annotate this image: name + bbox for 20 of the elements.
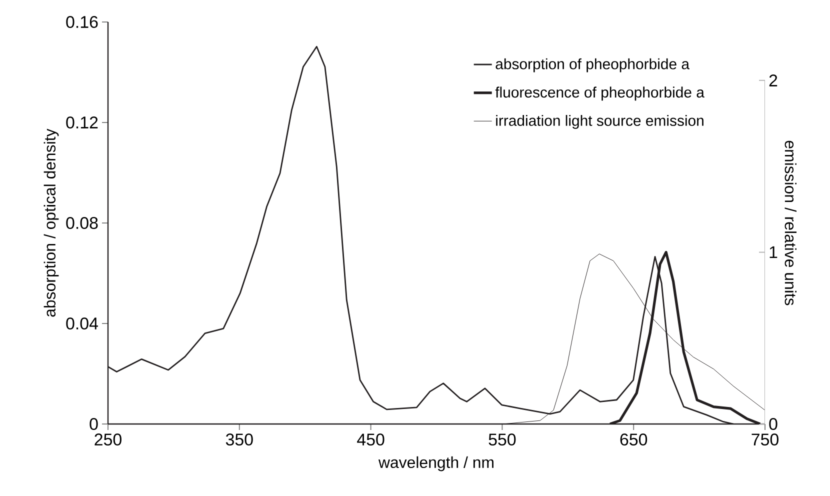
x-tick-label: 550 [488, 434, 516, 446]
y-tick-label: 0.04 [66, 318, 98, 330]
y-tick-label: 0.16 [66, 16, 98, 28]
x-tick-label: 650 [620, 434, 648, 446]
y2-axis-title: emission / relative units [784, 140, 796, 306]
y-tick-label: 0.08 [66, 217, 98, 229]
x-axis-title: wavelength / nm [378, 456, 494, 472]
y2-tick-label: 0 [769, 418, 778, 430]
legend-label: irradiation light source emission [496, 114, 704, 129]
x-tick-label: 450 [357, 434, 384, 446]
legend-label: fluorescence of pheophorbide a [495, 86, 704, 101]
x-tick-label: 350 [226, 434, 253, 446]
x-tick-label: 250 [94, 434, 122, 446]
y-tick-label: 0.12 [66, 116, 98, 128]
y2-tick-label: 2 [769, 74, 778, 86]
y-axis-title: absorption / optical density [44, 128, 59, 317]
x-tick-label: 750 [752, 434, 778, 446]
legend-label: absorption of pheophorbide a [496, 58, 690, 72]
y2-tick-label: 1 [770, 246, 778, 258]
y-tick-label: 0 [90, 418, 98, 430]
